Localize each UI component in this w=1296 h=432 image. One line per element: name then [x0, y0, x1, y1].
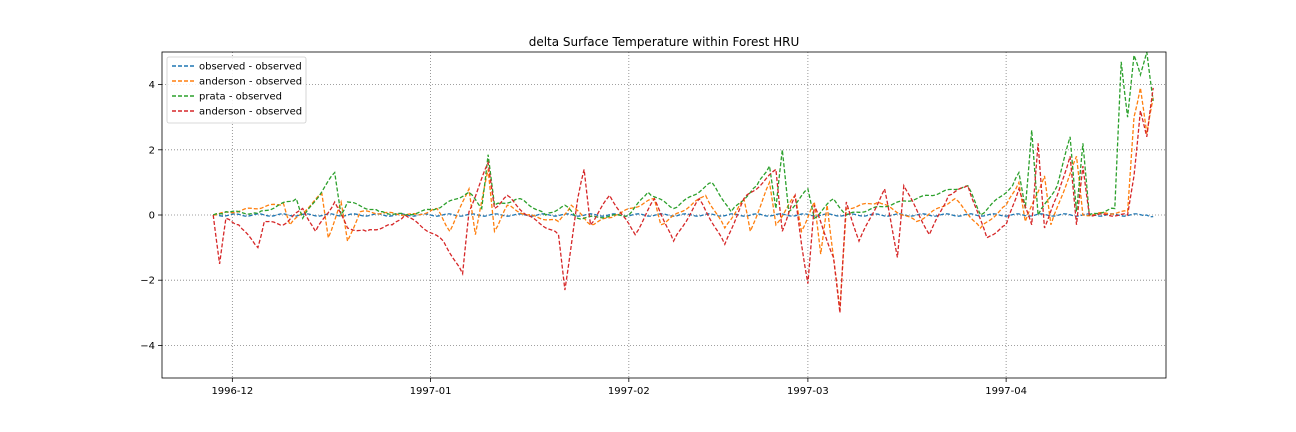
- y-tick-label: 2: [149, 145, 155, 156]
- series-line-0: [213, 213, 1154, 218]
- x-tick-label: 1997-03: [787, 386, 829, 397]
- chart-title: delta Surface Temperature within Forest …: [529, 35, 800, 49]
- x-tick-label: 1997-01: [410, 386, 452, 397]
- grid-lines: [162, 52, 1166, 378]
- legend-label: anderson - observed: [199, 77, 302, 88]
- series-line-2: [212, 52, 1154, 220]
- series-line-3: [212, 87, 1154, 313]
- x-axis: 1996-12 1997-01 1997-02 1997-03 1997-04: [211, 378, 1027, 397]
- data-series: [212, 52, 1154, 313]
- x-tick-label: 1996-12: [211, 386, 253, 397]
- x-tick-label: 1997-02: [608, 386, 650, 397]
- legend-label: anderson - observed: [199, 107, 302, 118]
- y-tick-label: −2: [140, 276, 155, 287]
- legend-label: observed - observed: [199, 62, 302, 73]
- legend-box: [166, 56, 307, 124]
- series-line-1: [213, 87, 1154, 310]
- y-axis: −4 −2 0 2 4: [140, 80, 162, 352]
- y-tick-label: 0: [149, 211, 155, 222]
- y-tick-label: −4: [140, 341, 155, 352]
- y-tick-label: 4: [149, 80, 155, 91]
- x-tick-label: 1997-04: [985, 386, 1027, 397]
- legend-label: prata - observed: [199, 92, 282, 103]
- legend: observed - observed anderson - observed pr…: [166, 56, 307, 124]
